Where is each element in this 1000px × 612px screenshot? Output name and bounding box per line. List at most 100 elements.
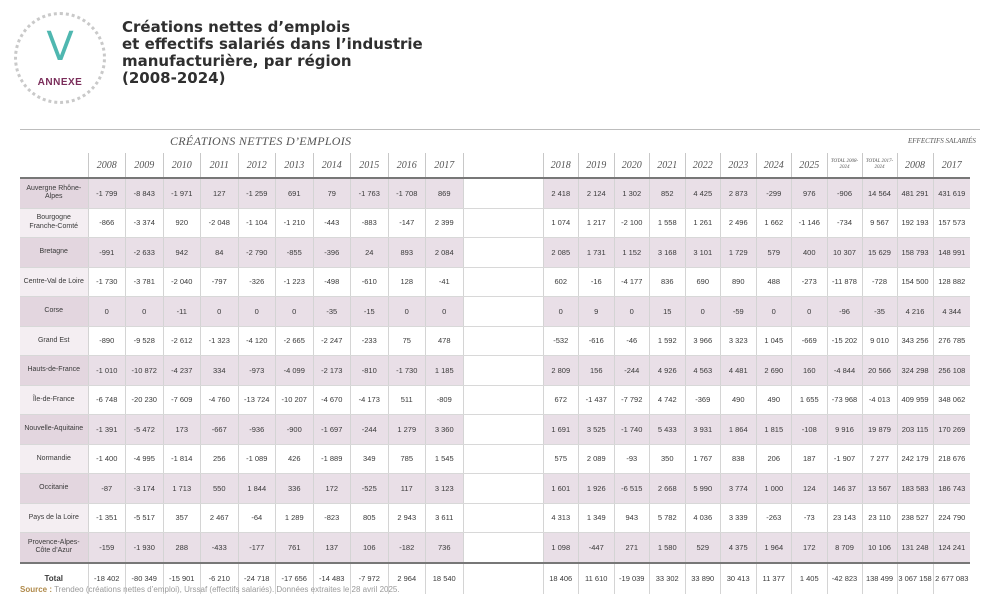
page-title: Créations nettes d’emplois et effectifs … (122, 19, 542, 87)
total-row-cell: 3 067 158 (896, 561, 933, 594)
total-cell: -73 968 (826, 385, 862, 415)
table-cell: -1 730 (87, 267, 126, 297)
table-cell: -991 (87, 237, 126, 268)
table-cell: 5 782 (649, 503, 685, 533)
table-row: Nouvelle-Aquitaine -1 391 -5 472 173 -667 -93… (20, 414, 970, 445)
table-cell: -396 (312, 237, 351, 268)
table-cell: 1 261 (684, 208, 721, 238)
table-cell: -1 697 (312, 414, 351, 445)
table-cell: 672 (542, 385, 579, 415)
table-cell: -890 (87, 326, 126, 356)
spacer-cell (462, 355, 543, 386)
table-cell: -443 (312, 208, 351, 238)
table-cell: -35 (312, 296, 351, 327)
year-header: 2016 (387, 153, 426, 179)
table-cell: 1 045 (755, 326, 792, 356)
effectifs-cell: 343 256 (896, 326, 933, 356)
year-header: 2014 (312, 153, 351, 179)
spacer-cell (462, 473, 543, 504)
effectifs-cell: 131 248 (896, 532, 933, 563)
table-cell: -3 781 (125, 267, 163, 297)
table-cell: 3 168 (649, 237, 685, 268)
table-cell: 4 036 (684, 503, 721, 533)
table-cell: 0 (387, 296, 426, 327)
table-cell: 172 (312, 473, 351, 504)
total-cell: 7 277 (861, 444, 897, 474)
table-cell: -1 799 (87, 178, 126, 209)
table-cell: 106 (350, 532, 388, 563)
table-cell: -1 010 (87, 355, 126, 386)
table-cell: -498 (312, 267, 351, 297)
table-cell: 852 (649, 178, 685, 209)
effectifs-cell: 324 298 (896, 355, 933, 386)
total-cell: -728 (861, 267, 897, 297)
total-label: Total (20, 561, 88, 594)
table-cell: 3 101 (684, 237, 721, 268)
table-cell: 2 085 (542, 237, 579, 268)
spacer-cell (462, 326, 543, 356)
table-cell: -2 612 (162, 326, 201, 356)
total-cell: -4 013 (861, 385, 897, 415)
table-cell: -244 (350, 414, 388, 445)
table-cell: -64 (237, 503, 276, 533)
table-cell: 1 074 (542, 208, 579, 238)
table-cell: -10 872 (125, 355, 163, 386)
table-cell: -41 (425, 267, 463, 297)
table-cell: -855 (275, 237, 313, 268)
total-cell: 14 564 (861, 178, 897, 209)
table-cell: 920 (162, 208, 201, 238)
table-cell: 690 (684, 267, 721, 297)
table-cell: 1 601 (542, 473, 579, 504)
table-cell: 3 966 (684, 326, 721, 356)
total-cell: 146 37 (826, 473, 862, 504)
table-cell: -2 040 (162, 267, 201, 297)
table-cell: -7 792 (613, 385, 650, 415)
table-cell: -2 173 (312, 355, 351, 386)
table-cell: -6 515 (613, 473, 650, 504)
table-cell: 1 729 (720, 237, 756, 268)
spacer-cell (462, 532, 543, 563)
table-cell: 3 123 (425, 473, 463, 504)
total-row-cell: 1 405 (791, 561, 827, 594)
table-cell: 1 302 (613, 178, 650, 209)
table-cell: 160 (791, 355, 827, 386)
table-cell: -59 (720, 296, 756, 327)
year-header: 2008 (87, 153, 126, 179)
year-header: 2021 (649, 153, 685, 179)
spacer-cell (462, 503, 543, 533)
table-cell: 137 (312, 532, 351, 563)
top-divider (20, 129, 980, 130)
spacer-cell (462, 237, 543, 268)
total-cell: 23 143 (826, 503, 862, 533)
table-row: Grand Est -890 -9 528 -2 612 -1 323 -4 120 -2 … (20, 326, 970, 356)
year-header: 2012 (237, 153, 276, 179)
year-header: 2011 (200, 153, 238, 179)
effectifs-year-header: 2008 (896, 153, 933, 179)
table-cell: -810 (350, 355, 388, 386)
table-cell: 0 (200, 296, 238, 327)
effectifs-cell: 409 959 (896, 385, 933, 415)
spacer-cell (462, 414, 543, 445)
table-cell: -823 (312, 503, 351, 533)
table-cell: 336 (275, 473, 313, 504)
table-cell: -4 120 (237, 326, 276, 356)
total-row-cell: -15 901 (162, 561, 201, 594)
table-cell: 893 (387, 237, 426, 268)
table-cell: 785 (387, 444, 426, 474)
table-row: Corse 0 0 -11 0 0 0 -35 -15 0 0 0 9 0 15 0 -59 0 0 -96 -35 4 … (20, 296, 970, 327)
table-cell: 691 (275, 178, 313, 209)
region-name: Corse (20, 296, 88, 327)
region-name: Pays de la Loire (20, 503, 88, 533)
table-cell: -273 (791, 267, 827, 297)
total-row-cell: 30 413 (720, 561, 756, 594)
table-cell: 128 (387, 267, 426, 297)
spacer-cell (462, 385, 543, 415)
total-row-cell: -6 210 (200, 561, 238, 594)
total-cell: -96 (826, 296, 862, 327)
table-cell: -1 089 (237, 444, 276, 474)
table-cell: -1 740 (613, 414, 650, 445)
table-cell: 942 (162, 237, 201, 268)
table-cell: -2 790 (237, 237, 276, 268)
table-cell: 1 767 (684, 444, 721, 474)
total-cell: 23 110 (861, 503, 897, 533)
